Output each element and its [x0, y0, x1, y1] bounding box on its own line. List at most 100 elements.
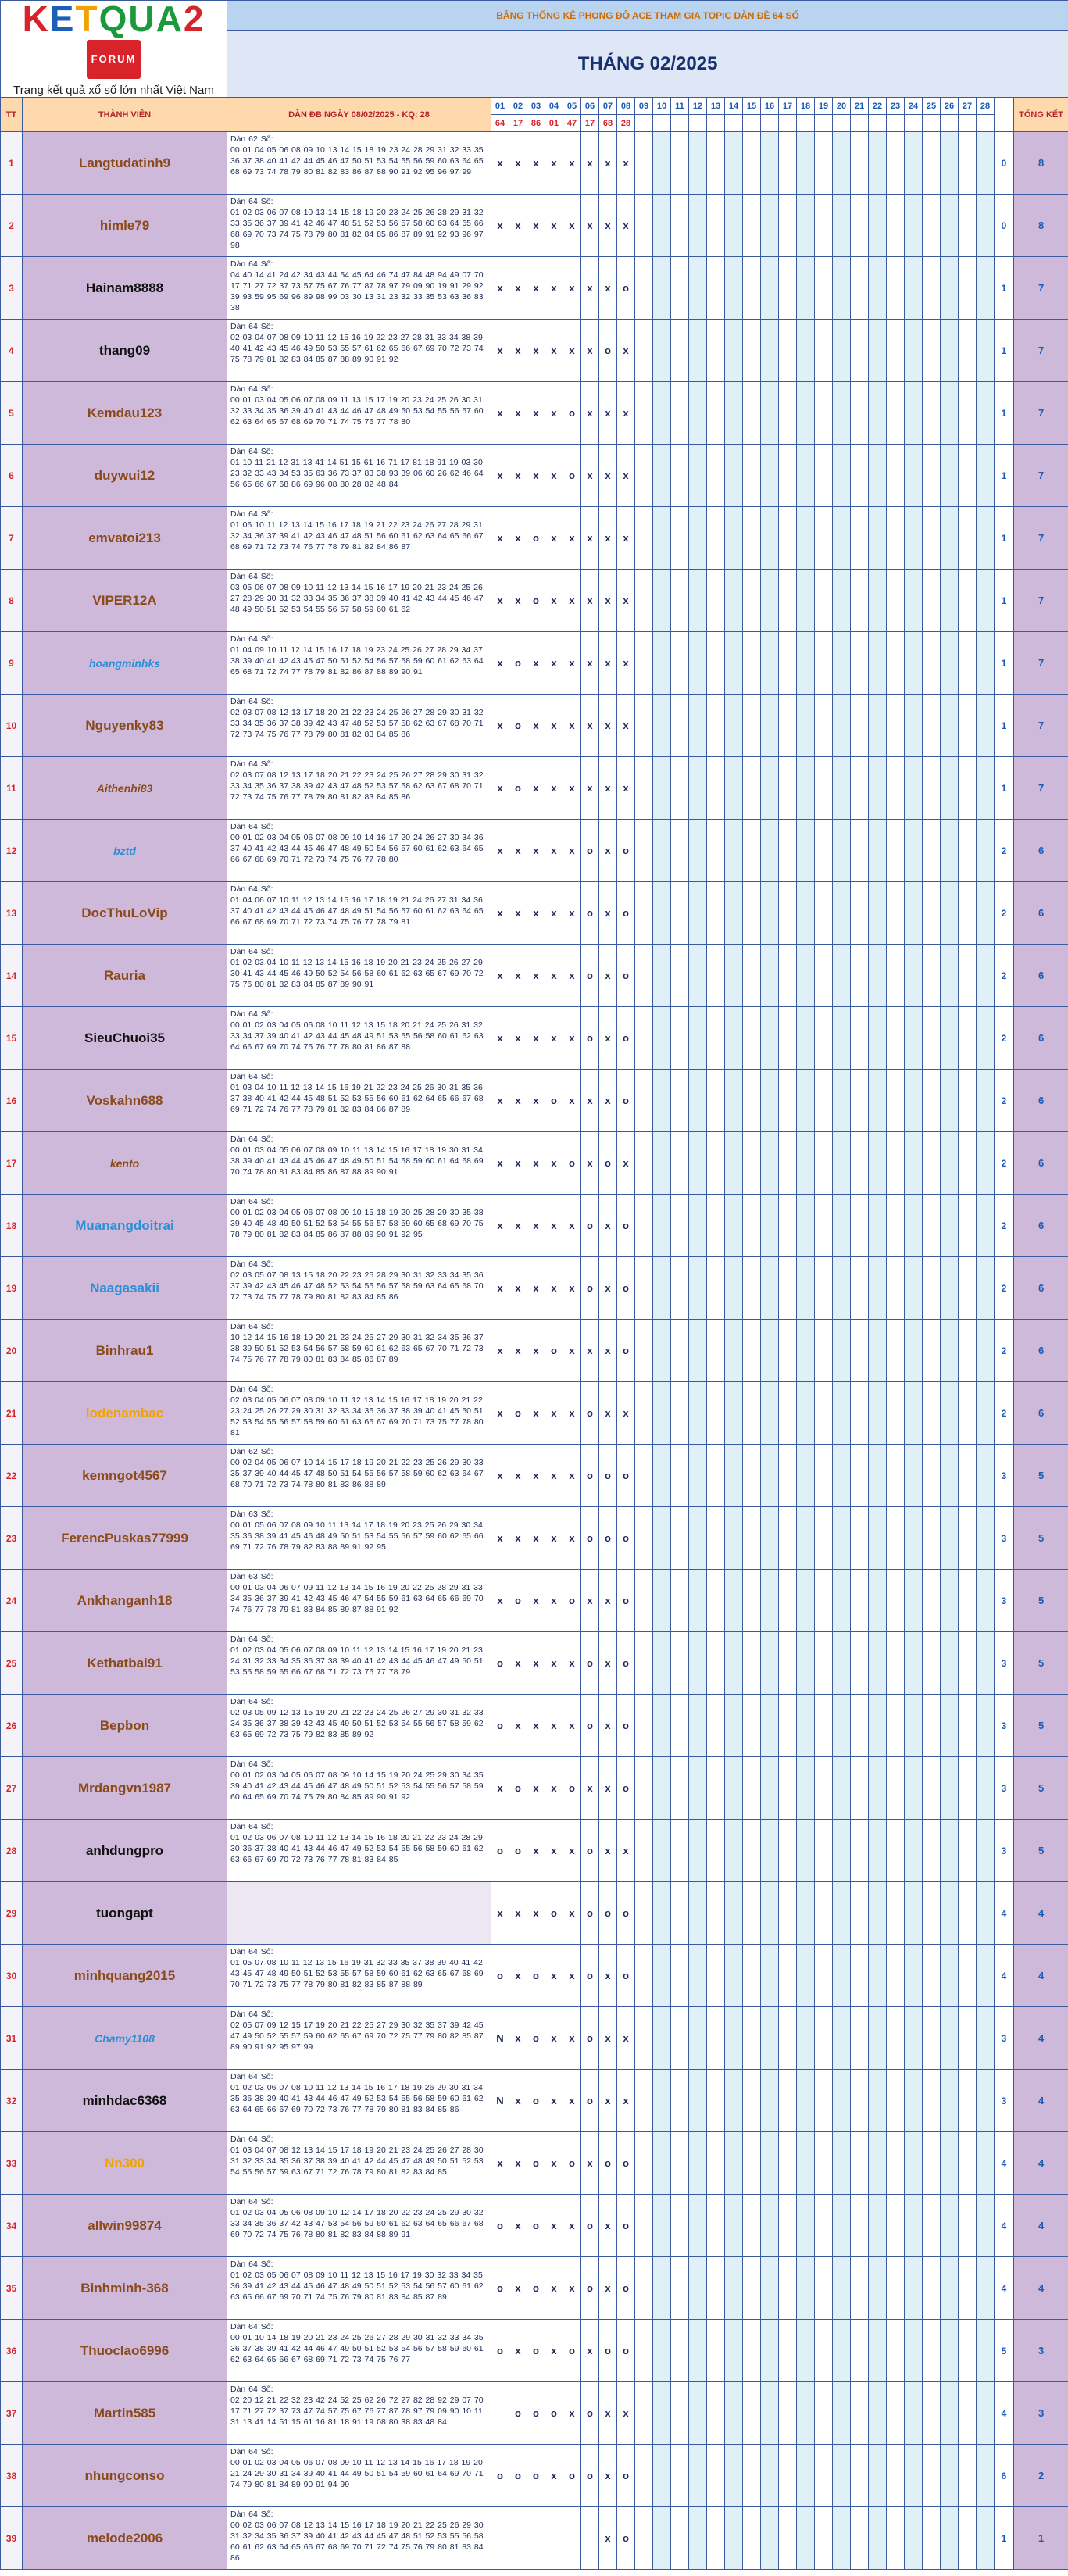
member-name[interactable]: duywui12: [22, 444, 227, 507]
day-mark: o: [527, 2444, 545, 2507]
member-name[interactable]: Bepbon: [22, 1694, 227, 1757]
member-name[interactable]: tuongapt: [22, 1881, 227, 1945]
miss-count: 3: [994, 1694, 1014, 1757]
miss-count: 3: [994, 1506, 1014, 1570]
dan-numbers: Dàn 64 Số: 02 03 04 05 06 07 08 09 10 11…: [227, 1381, 491, 1445]
day-mark: [652, 944, 671, 1007]
member-name[interactable]: emvatoi213: [22, 506, 227, 570]
day-mark: [796, 444, 815, 507]
day-mark: [760, 2381, 779, 2445]
day-mark: [670, 1506, 689, 1570]
member-name[interactable]: Binhrau1: [22, 1319, 227, 1382]
day-mark: [814, 1256, 833, 1320]
member-name[interactable]: DocThuLoVip: [22, 881, 227, 945]
member-name[interactable]: SieuChuoi35: [22, 1006, 227, 1070]
member-name[interactable]: hoangminhks: [22, 631, 227, 695]
day-mark: [634, 569, 653, 632]
day-mark: [706, 2256, 725, 2320]
day-mark: o: [527, 2131, 545, 2195]
miss-count: 1: [994, 2506, 1014, 2570]
day-mark: [958, 881, 977, 945]
day-mark: [940, 444, 959, 507]
day-mark: [670, 2256, 689, 2320]
member-name[interactable]: bztd: [22, 819, 227, 882]
row-number: 14: [0, 944, 23, 1007]
member-name[interactable]: Voskahn688: [22, 1069, 227, 1132]
day-mark: [724, 2381, 743, 2445]
day-mark: [940, 819, 959, 882]
day-mark: [742, 2256, 761, 2320]
day-mark: [670, 881, 689, 945]
member-name[interactable]: Ankhanganh18: [22, 1569, 227, 1632]
day-mark: [814, 1631, 833, 1695]
day-mark: [778, 194, 797, 257]
day-mark: [706, 2194, 725, 2257]
member-name[interactable]: minhquang2015: [22, 1944, 227, 2007]
day-mark: [742, 2069, 761, 2132]
day-mark: [958, 381, 977, 445]
member-name[interactable]: himle79: [22, 194, 227, 257]
member-name[interactable]: melode2006: [22, 2506, 227, 2570]
member-name[interactable]: thang09: [22, 319, 227, 382]
member-name[interactable]: Hainam8888: [22, 256, 227, 320]
day-mark: [652, 631, 671, 695]
day-mark: [670, 1131, 689, 1195]
day-mark: [796, 819, 815, 882]
member-name[interactable]: Chamy1108: [22, 2006, 227, 2070]
day-mark: x: [545, 2069, 563, 2132]
day-mark: [742, 881, 761, 945]
day-mark: x: [563, 881, 581, 945]
day-result: [958, 114, 977, 132]
day-mark: [868, 1319, 887, 1382]
day-header: 02: [509, 97, 527, 115]
day-mark: [886, 506, 905, 570]
member-name[interactable]: Rauria: [22, 944, 227, 1007]
day-mark: [670, 1694, 689, 1757]
member-name[interactable]: Thuoclao6996: [22, 2319, 227, 2382]
day-mark: [742, 1569, 761, 1632]
member-name[interactable]: allwin99874: [22, 2194, 227, 2257]
member-name[interactable]: nhungconso: [22, 2444, 227, 2507]
member-name[interactable]: Langtudatinh9: [22, 131, 227, 195]
member-name[interactable]: Nguyenky83: [22, 694, 227, 757]
day-mark: [634, 944, 653, 1007]
day-mark: [706, 1506, 725, 1570]
day-mark: [832, 2444, 851, 2507]
member-name[interactable]: Muanangdoitrai: [22, 1194, 227, 1257]
day-mark: [634, 131, 653, 195]
member-name[interactable]: lodenambac: [22, 1381, 227, 1445]
day-mark: [958, 194, 977, 257]
day-result: [634, 114, 653, 132]
member-name[interactable]: kemngot4567: [22, 1444, 227, 1507]
day-mark: x: [563, 194, 581, 257]
table-row: 5 Kemdau123 Dàn 64 Số: 00 01 03 04 05 06 0…: [0, 381, 1068, 445]
member-name[interactable]: FerencPuskas77999: [22, 1506, 227, 1570]
day-mark: [958, 1694, 977, 1757]
total-count: 8: [1013, 131, 1068, 195]
member-name[interactable]: Aithenhi83: [22, 756, 227, 820]
day-mark: o: [545, 1881, 563, 1945]
member-name[interactable]: Martin585: [22, 2381, 227, 2445]
row-number: 23: [0, 1506, 23, 1570]
member-name[interactable]: VIPER12A: [22, 569, 227, 632]
member-name[interactable]: kento: [22, 1131, 227, 1195]
day-mark: x: [598, 444, 617, 507]
table-row: 7 emvatoi213 Dàn 64 Số: 01 06 10 11 12 13 …: [0, 506, 1068, 570]
total-count: 6: [1013, 1319, 1068, 1382]
member-name[interactable]: anhdungpro: [22, 1819, 227, 1882]
member-name[interactable]: Binhminh-368: [22, 2256, 227, 2320]
member-name[interactable]: Kemdau123: [22, 381, 227, 445]
day-mark: [976, 1069, 995, 1132]
day-mark: [976, 131, 995, 195]
member-name[interactable]: minhdac6368: [22, 2069, 227, 2132]
day-mark: [724, 319, 743, 382]
member-name[interactable]: Kethatbai91: [22, 1631, 227, 1695]
member-name[interactable]: Nn300: [22, 2131, 227, 2195]
day-mark: [706, 631, 725, 695]
day-result: [706, 114, 725, 132]
member-name[interactable]: Naagasakii: [22, 1256, 227, 1320]
member-name[interactable]: Mrdangvn1987: [22, 1756, 227, 1820]
day-mark: x: [509, 2319, 527, 2382]
day-mark: [958, 1819, 977, 1882]
dan-numbers: Dàn 64 Số: 00 01 02 03 04 05 06 07 08 09…: [227, 1194, 491, 1257]
